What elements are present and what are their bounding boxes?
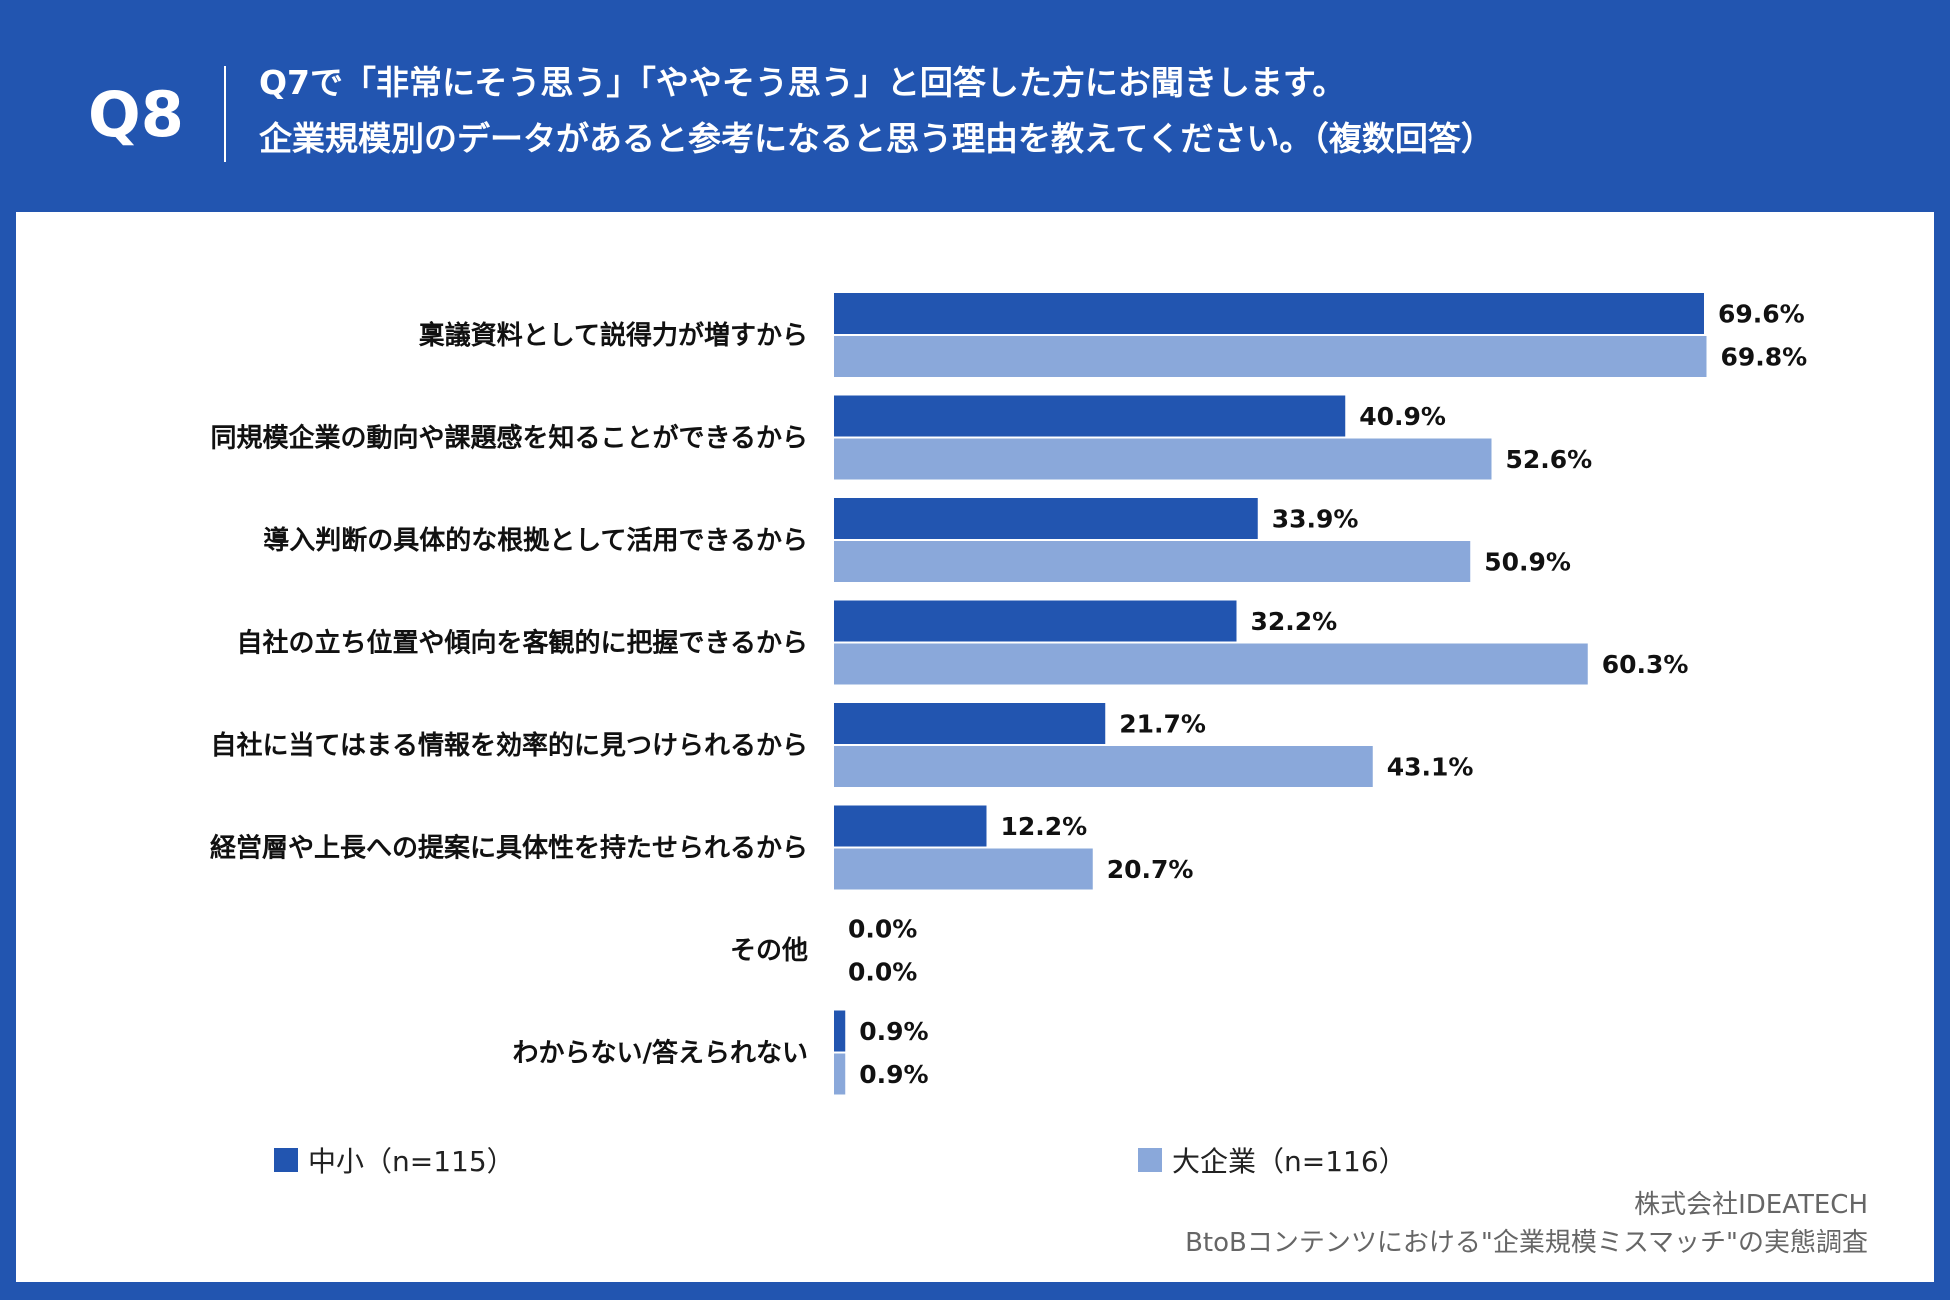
bar-large [834, 336, 1707, 377]
legend-item-sme: 中小（n=115） [274, 1140, 515, 1180]
category-label: 稟議資料として説得力が増すから [419, 320, 808, 351]
question-title-line2: 企業規模別のデータがあると参考になると思う理由を教えてください。（複数回答） [259, 119, 1494, 158]
bar-large [834, 643, 1588, 685]
category-label: その他 [730, 936, 808, 966]
header-divider [224, 66, 226, 162]
category-label: 経営層や上長への提案に具体性を持たせられるから [210, 833, 808, 864]
legend-label-large: 大企業（n=116） [1172, 1145, 1407, 1178]
legend-swatch-sme [274, 1148, 298, 1172]
bar-sme [834, 703, 1106, 744]
data-label-large: 0.0% [848, 958, 917, 987]
bar-sme [834, 805, 987, 847]
data-label-sme: 32.2% [1251, 607, 1338, 636]
category-label: 同規模企業の動向や課題感を知ることができるから [211, 423, 808, 454]
category-label: 自社に当てはまる情報を効率的に見つけられるから [211, 730, 808, 761]
category-label: わからない/答えられない [513, 1038, 809, 1069]
data-label-large: 50.9% [1484, 548, 1571, 577]
bar-large [834, 1053, 846, 1095]
bar-large [834, 438, 1492, 480]
legend-swatch-large [1138, 1148, 1162, 1172]
data-label-sme: 0.0% [848, 915, 917, 944]
question-title-line1: Q7で「非常にそう思う」「ややそう思う」と回答した方にお聞きします。 [259, 63, 1346, 102]
data-label-large: 60.3% [1602, 650, 1689, 679]
data-label-large: 52.6% [1506, 445, 1593, 474]
legend-label-sme: 中小（n=115） [308, 1145, 515, 1178]
bar-sme [834, 1010, 846, 1052]
data-label-large: 43.1% [1387, 753, 1474, 782]
question-number: Q8 [88, 78, 184, 151]
bar-sme [834, 600, 1237, 642]
bar-sme [834, 293, 1704, 334]
data-label-large: 69.8% [1721, 343, 1808, 372]
data-label-sme: 12.2% [1001, 812, 1088, 841]
data-label-sme: 40.9% [1359, 402, 1446, 431]
data-label-sme: 0.9% [859, 1017, 928, 1046]
data-label-sme: 33.9% [1272, 505, 1359, 534]
source-company: 株式会社IDEATECH [1634, 1190, 1868, 1220]
category-label: 自社の立ち位置や傾向を客観的に把握できるから [237, 628, 808, 659]
bar-large [834, 746, 1373, 787]
source-survey: BtoBコンテンツにおける"企業規模ミスマッチ"の実態調査 [1185, 1228, 1868, 1258]
bar-large [834, 848, 1093, 890]
header: Q8 Q7で「非常にそう思う」「ややそう思う」と回答した方にお聞きします。 企業… [0, 0, 1950, 212]
category-label: 導入判断の具体的な根拠として活用できるから [263, 525, 808, 556]
data-label-sme: 21.7% [1119, 710, 1206, 739]
bar-large [834, 541, 1471, 582]
data-label-large: 0.9% [859, 1060, 928, 1089]
data-label-sme: 69.6% [1718, 300, 1805, 329]
data-label-large: 20.7% [1107, 855, 1194, 884]
bar-sme [834, 395, 1346, 437]
legend-item-large: 大企業（n=116） [1138, 1140, 1407, 1180]
bar-sme [834, 498, 1258, 539]
